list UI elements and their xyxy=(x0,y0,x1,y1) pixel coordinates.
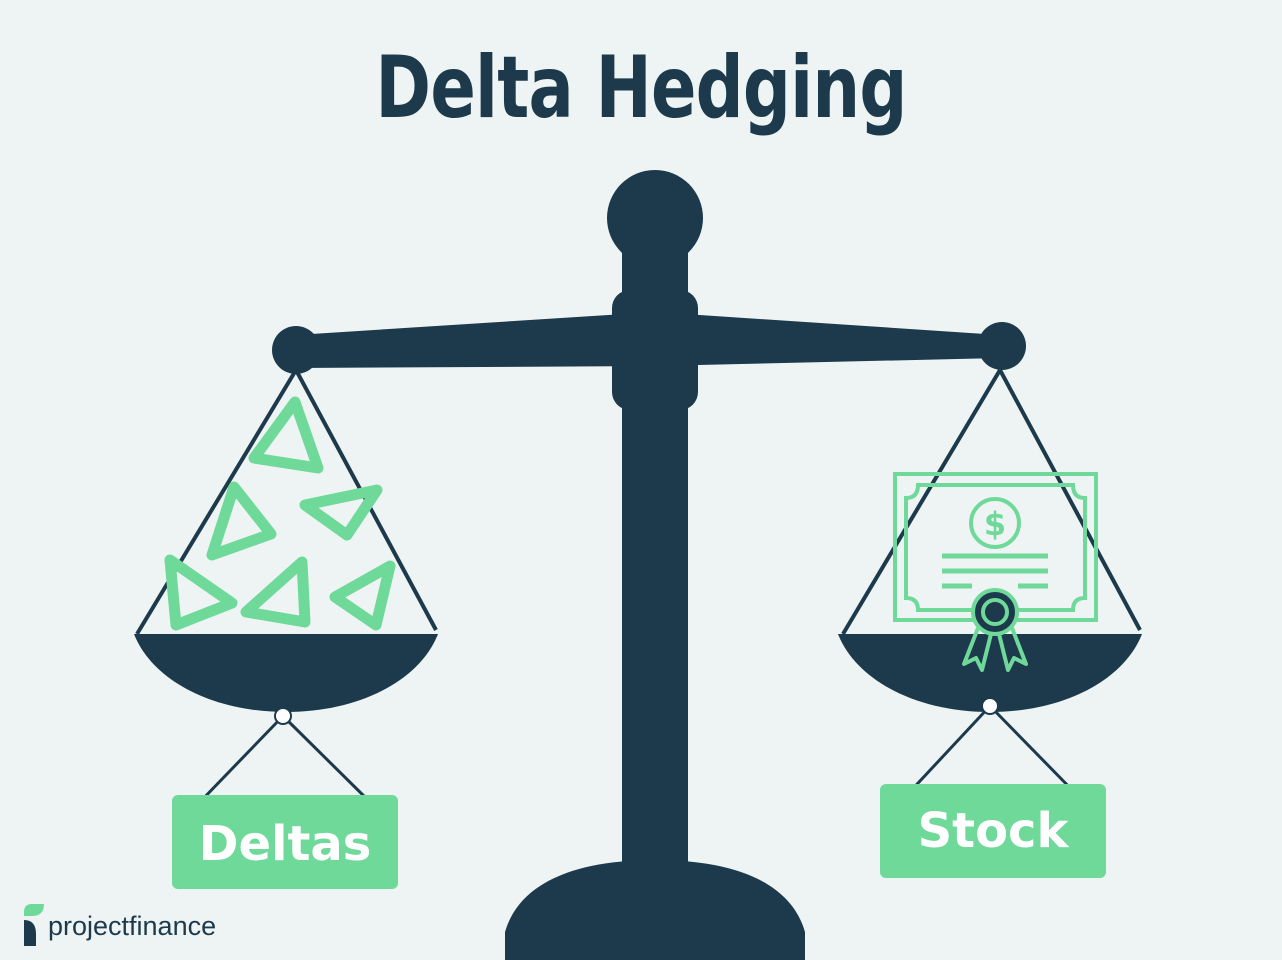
brand-logo: projectfinance xyxy=(20,906,216,946)
dollar-sign-icon: $ xyxy=(984,505,1006,543)
scale-stand xyxy=(272,170,1026,960)
deltas-label: Deltas xyxy=(172,795,398,889)
brand-name: projectfinance xyxy=(48,910,217,941)
stock-label: Stock xyxy=(880,784,1106,878)
hanger-rings xyxy=(274,697,999,725)
right-pan-strings xyxy=(841,368,1142,636)
page-title: Delta Hedging xyxy=(375,38,907,138)
label-hanger-strings xyxy=(196,704,1080,806)
left-pan-bowl xyxy=(134,634,438,712)
delta-triangles-icon xyxy=(164,396,396,631)
right-pan-bowl xyxy=(838,634,1142,712)
award-ribbon-icon xyxy=(962,588,1028,672)
project-finance-logo-icon xyxy=(24,904,44,946)
